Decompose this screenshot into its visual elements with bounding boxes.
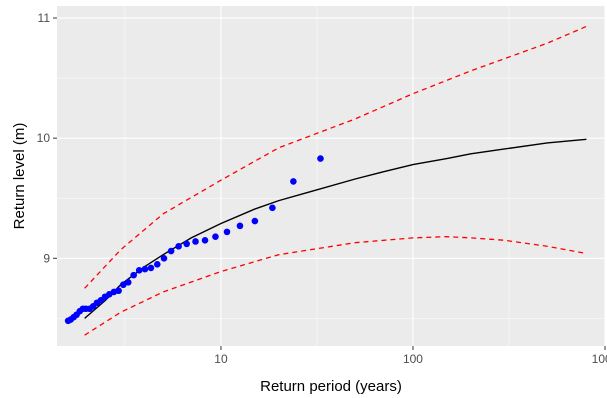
observed-point — [130, 271, 137, 279]
observed-point — [124, 279, 132, 286]
lower-confidence-line — [84, 236, 587, 336]
observed-point — [290, 178, 297, 185]
x-tick-label: 10 — [214, 352, 228, 366]
observed-point — [192, 238, 199, 245]
observed-point — [175, 242, 182, 250]
observed-point — [119, 281, 127, 289]
observed-point — [269, 204, 276, 212]
observed-point — [135, 267, 143, 274]
major-gridlines — [57, 6, 606, 346]
observed-point — [201, 236, 209, 244]
axes: 10 100 1000 9 10 11 — [37, 11, 607, 366]
observed-point — [183, 240, 190, 248]
observed-point — [167, 247, 175, 255]
x-tick-label: 100 — [403, 352, 423, 366]
upper-confidence-line — [84, 25, 587, 289]
y-tick-label: 9 — [43, 251, 50, 265]
y-tick-label: 10 — [37, 131, 51, 145]
observed-points — [64, 155, 324, 325]
observed-point — [251, 217, 259, 225]
plot-panel — [57, 6, 605, 346]
observed-point — [212, 233, 219, 240]
observed-point — [160, 254, 168, 262]
y-tick-label: 11 — [38, 11, 51, 25]
observed-point — [236, 222, 244, 230]
observed-point — [223, 228, 231, 236]
observed-point — [147, 264, 155, 272]
minor-gridlines — [57, 6, 605, 346]
observed-point — [317, 155, 324, 162]
observed-point — [141, 265, 149, 273]
observed-point — [115, 287, 122, 295]
x-axis-title: Return period (years) — [260, 378, 402, 395]
x-tick-label: 1000 — [592, 352, 607, 366]
y-axis-title: Return level (m) — [11, 123, 28, 230]
observed-point — [153, 261, 161, 268]
